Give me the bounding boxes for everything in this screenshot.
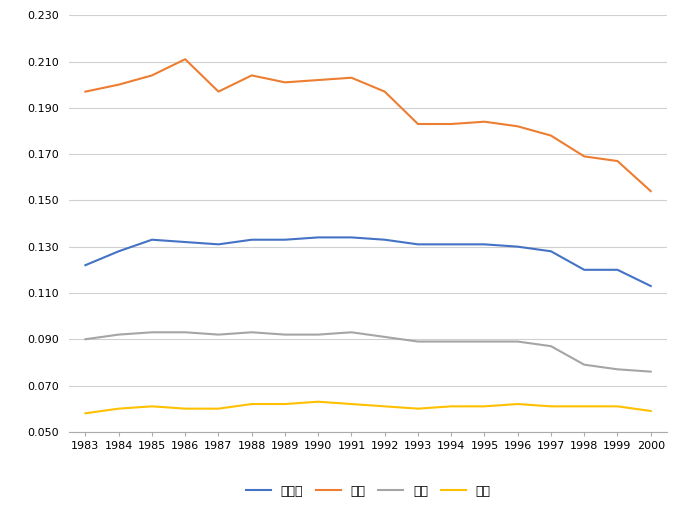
- 産産: [215, 88, 223, 94]
- 産学: [614, 403, 622, 409]
- 産官: [314, 332, 323, 338]
- 全平均: [380, 237, 389, 243]
- 産学: [248, 401, 256, 407]
- 産産: [480, 119, 488, 125]
- 産学: [380, 403, 389, 409]
- Line: 全平均: 全平均: [85, 237, 651, 286]
- 産産: [614, 158, 622, 164]
- 産産: [81, 88, 89, 94]
- 産官: [514, 338, 522, 344]
- 産官: [480, 338, 488, 344]
- 産官: [547, 343, 555, 349]
- 全平均: [547, 248, 555, 255]
- 全平均: [347, 234, 356, 240]
- Line: 産官: 産官: [85, 332, 651, 372]
- 産学: [215, 405, 223, 411]
- 産官: [215, 332, 223, 338]
- 全平均: [614, 267, 622, 273]
- 産学: [181, 405, 189, 411]
- Legend: 全平均, 産産, 産官, 産学: 全平均, 産産, 産官, 産学: [241, 480, 495, 503]
- 産産: [647, 188, 655, 194]
- 全平均: [248, 237, 256, 243]
- 産産: [547, 133, 555, 139]
- 産産: [181, 56, 189, 62]
- 産官: [81, 336, 89, 342]
- 産官: [181, 329, 189, 335]
- 産産: [148, 72, 156, 78]
- 産産: [314, 77, 323, 83]
- 産学: [81, 410, 89, 417]
- 全平均: [414, 241, 422, 247]
- 産産: [380, 88, 389, 94]
- 全平均: [281, 237, 289, 243]
- 全平均: [81, 262, 89, 268]
- 産学: [347, 401, 356, 407]
- 産官: [580, 362, 588, 368]
- 産学: [148, 403, 156, 409]
- 全平均: [514, 244, 522, 250]
- 産学: [647, 408, 655, 414]
- 産産: [514, 123, 522, 130]
- 全平均: [115, 248, 123, 255]
- 産官: [248, 329, 256, 335]
- 産学: [547, 403, 555, 409]
- 産産: [248, 72, 256, 78]
- 産産: [414, 121, 422, 127]
- 全平均: [580, 267, 588, 273]
- 産官: [115, 332, 123, 338]
- Line: 産産: 産産: [85, 59, 651, 191]
- 全平均: [447, 241, 455, 247]
- 産学: [480, 403, 488, 409]
- 産産: [447, 121, 455, 127]
- 産官: [281, 332, 289, 338]
- 全平均: [215, 241, 223, 247]
- 産官: [614, 366, 622, 372]
- 産学: [580, 403, 588, 409]
- 産学: [514, 401, 522, 407]
- 全平均: [148, 237, 156, 243]
- 産学: [314, 399, 323, 405]
- 産学: [447, 403, 455, 409]
- Line: 産学: 産学: [85, 402, 651, 414]
- 全平均: [314, 234, 323, 240]
- 全平均: [480, 241, 488, 247]
- 産学: [115, 405, 123, 411]
- 産官: [647, 369, 655, 375]
- 産学: [414, 405, 422, 411]
- 産産: [281, 79, 289, 85]
- 全平均: [181, 239, 189, 245]
- 産官: [148, 329, 156, 335]
- 産官: [347, 329, 356, 335]
- 産官: [380, 334, 389, 340]
- 産産: [580, 153, 588, 160]
- 産産: [115, 82, 123, 88]
- 産産: [347, 75, 356, 81]
- 産官: [414, 338, 422, 344]
- 産官: [447, 338, 455, 344]
- 全平均: [647, 283, 655, 289]
- 産学: [281, 401, 289, 407]
